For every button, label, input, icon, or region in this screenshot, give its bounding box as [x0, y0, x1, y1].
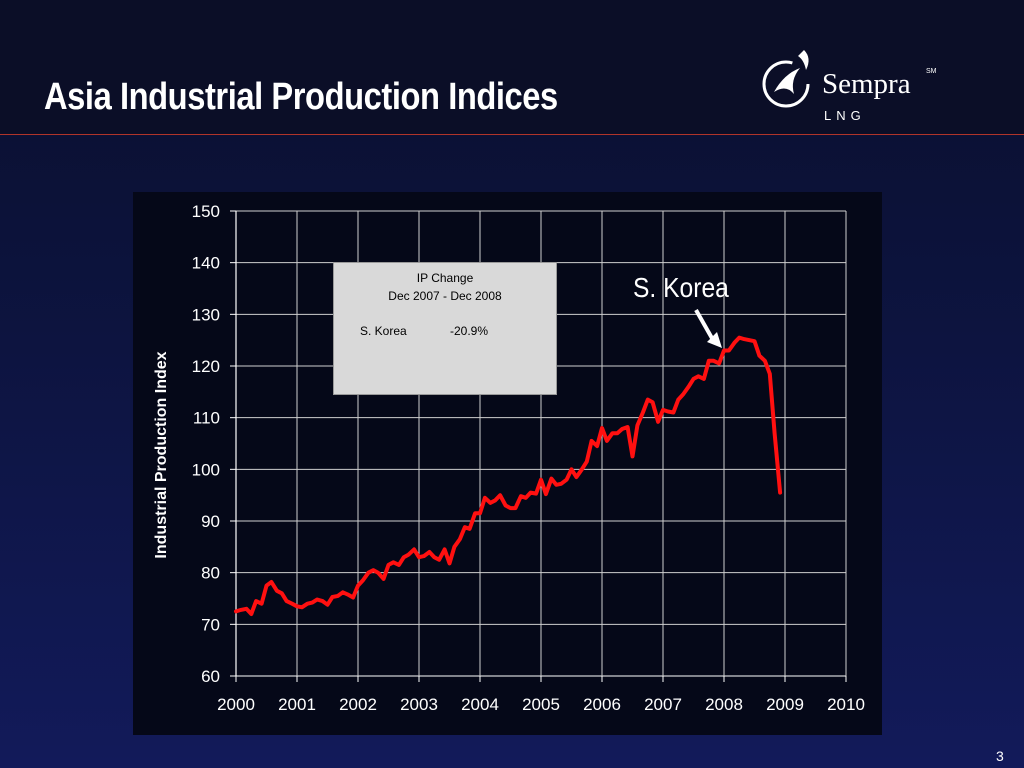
- y-tick-label: 110: [193, 409, 220, 428]
- x-tick-label: 2001: [278, 695, 316, 714]
- x-tick-label: 2002: [339, 695, 377, 714]
- x-tick-label: 2009: [766, 695, 804, 714]
- sempra-logo: Sempra SM LNG: [760, 44, 940, 134]
- y-axis-label: Industrial Production Index: [153, 351, 170, 558]
- x-tick-label: 2008: [705, 695, 743, 714]
- logo-subtitle: LNG: [824, 108, 866, 123]
- y-tick-labels: 150 140 130 120 110 100 90 80 70 60: [192, 202, 220, 686]
- logo-service-mark: SM: [926, 68, 937, 75]
- y-tick-label: 150: [192, 202, 220, 221]
- annotation-row-label: S. Korea: [360, 324, 407, 338]
- x-tick-label: 2005: [522, 695, 560, 714]
- annotation-title: IP Change Dec 2007 - Dec 2008: [334, 269, 556, 305]
- y-tick-label: 60: [201, 667, 220, 686]
- chart-series: [234, 335, 783, 616]
- y-tick-label: 100: [192, 460, 220, 479]
- series-line-s-korea: [234, 335, 783, 616]
- y-tick-label: 140: [192, 254, 220, 273]
- x-tick-label: 2000: [217, 695, 255, 714]
- x-tick-label: 2006: [583, 695, 621, 714]
- y-tick-label: 80: [201, 564, 220, 583]
- annotation-title-line-1: IP Change: [416, 271, 474, 285]
- y-tick-label: 120: [192, 357, 220, 376]
- callout-arrow: [694, 309, 722, 348]
- x-tick-label: 2010: [827, 695, 865, 714]
- x-tick-labels: 2000 2001 2002 2003 2004 2005 2006 2007 2008 2009…: [217, 695, 865, 714]
- sempra-logo-icon: [762, 50, 810, 108]
- x-tick-label: 2004: [461, 695, 499, 714]
- x-tick-label: 2007: [644, 695, 682, 714]
- annotation-title-line-2: Dec 2007 - Dec 2008: [388, 289, 502, 303]
- chart-panel: 150 140 130 120 110 100 90 80 70 60 2000 2001 2002 2…: [133, 192, 882, 735]
- s-korea-callout-label: S. Korea: [633, 272, 729, 303]
- y-tick-label: 130: [192, 305, 220, 324]
- logo-wordmark: Sempra: [822, 68, 911, 100]
- slide-header: Asia Industrial Production Indices Sempr…: [0, 0, 1024, 135]
- annotation-row-value: -20.9%: [450, 324, 489, 338]
- slide-title: Asia Industrial Production Indices: [44, 76, 558, 118]
- y-tick-label: 90: [201, 512, 220, 531]
- y-tick-label: 70: [201, 615, 220, 634]
- page-number: 3: [996, 748, 1004, 764]
- x-tick-label: 2003: [400, 695, 438, 714]
- ip-change-annotation: IP Change Dec 2007 - Dec 2008 S. Korea -…: [333, 262, 557, 395]
